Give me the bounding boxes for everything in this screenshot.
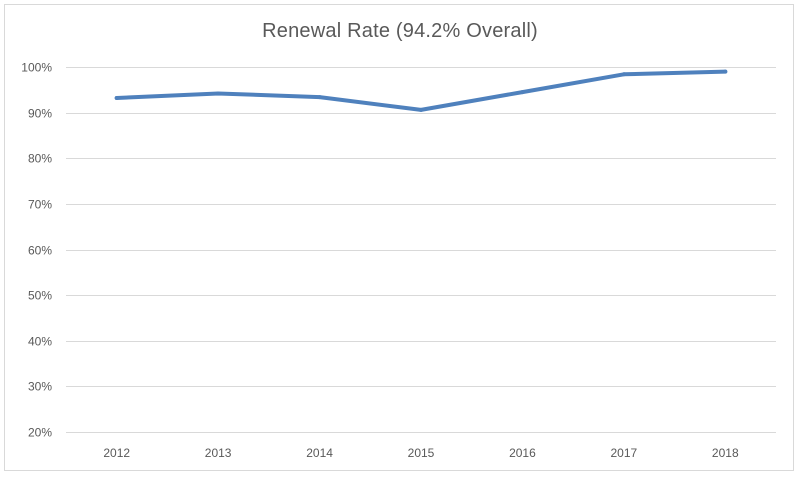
y-tick-label: 40%: [28, 335, 52, 349]
gridlines: [66, 67, 776, 433]
data-point-2014: [317, 95, 322, 100]
data-point-2012: [114, 96, 119, 100]
x-tick-label: 2015: [408, 446, 435, 460]
y-tick-label: 50%: [28, 289, 52, 303]
chart-title: Renewal Rate (94.2% Overall): [262, 20, 538, 42]
x-tick-label: 2017: [611, 446, 638, 460]
x-tick-label: 2013: [205, 446, 232, 460]
y-tick-label: 70%: [28, 198, 52, 212]
series-line-renewal-rate: [114, 69, 728, 112]
data-point-2016: [520, 90, 525, 95]
y-tick-label: 30%: [28, 380, 52, 394]
data-point-2017: [621, 72, 626, 77]
series-layer: [114, 69, 728, 112]
y-tick-label: 60%: [28, 244, 52, 258]
chart-frame: [4, 4, 794, 471]
data-point-2018: [723, 69, 728, 74]
y-axis-ticks: 20% 30% 40% 50% 60% 70% 80% 90% 100%: [21, 61, 52, 440]
y-tick-label: 90%: [28, 107, 52, 121]
x-tick-label: 2012: [103, 446, 130, 460]
y-tick-label: 20%: [28, 426, 52, 440]
x-axis-ticks: 2012 2013 2014 2015 2016 2017 2018: [103, 446, 739, 460]
x-tick-label: 2018: [712, 446, 739, 460]
data-point-2013: [216, 91, 221, 96]
y-tick-label: 100%: [21, 61, 52, 75]
y-tick-label: 80%: [28, 152, 52, 166]
x-tick-label: 2014: [306, 446, 333, 460]
x-tick-label: 2016: [509, 446, 536, 460]
data-point-2015: [419, 107, 423, 112]
